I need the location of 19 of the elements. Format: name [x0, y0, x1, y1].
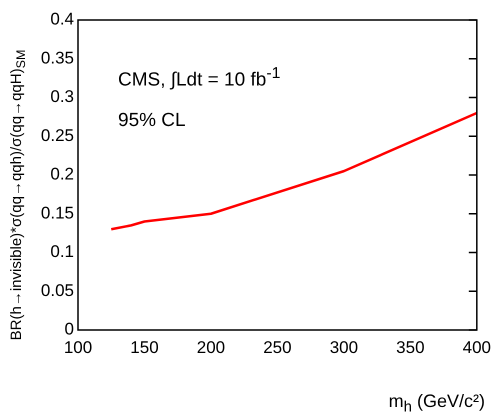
annotation: 95% CL [118, 110, 186, 132]
x-tick-label: 400 [462, 338, 491, 357]
x-axis-title: m$_{h}$ (GeV/c²) [388, 391, 485, 416]
x-tick-label: 100 [64, 338, 92, 357]
y-tick-label: 0.05 [40, 280, 74, 300]
x-tick-label: 300 [330, 338, 358, 357]
x-tick-label: 200 [196, 338, 226, 357]
y-tick-label: 0.4 [50, 10, 74, 29]
annotation: CMS, ∫Ldt = 10 fb$^{-1}$ [118, 65, 280, 92]
y-tick-label: 0.2 [50, 164, 74, 184]
y-tick-label: 0.35 [40, 48, 74, 68]
y-tick-label: 0.1 [50, 242, 74, 262]
y-tick-label: 0.3 [50, 87, 74, 106]
x-tick-label: 350 [396, 338, 425, 357]
x-tick-label: 250 [263, 338, 292, 357]
y-tick-label: 0.15 [40, 203, 74, 222]
y-tick-label: 0.25 [40, 126, 74, 145]
y-tick-label: 0 [64, 320, 74, 339]
x-tick-label: 150 [130, 338, 159, 357]
